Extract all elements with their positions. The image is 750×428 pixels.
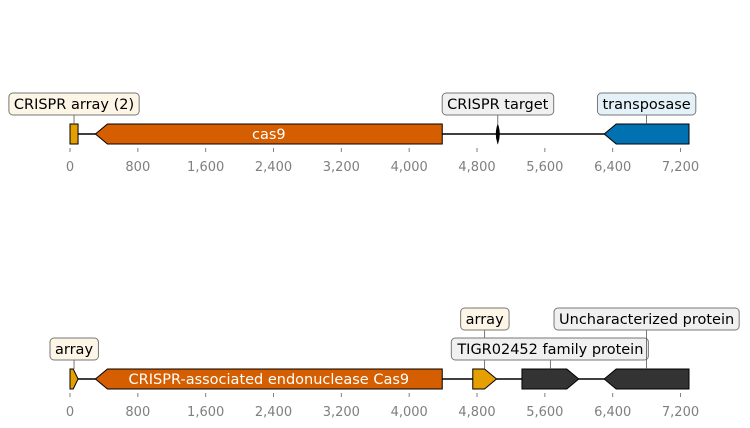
feature-label-box-transposase [596, 92, 697, 116]
axis-tick-label: 0 [66, 405, 74, 420]
feature-crispr-target [495, 123, 500, 145]
axis-tick-label: 5,600 [526, 405, 563, 420]
feature-cas9 [94, 123, 443, 145]
axis-tick-label: 5,600 [526, 160, 563, 175]
feature-label-box-uncharacterized [553, 307, 740, 331]
genome-track-1: 0 800 1,600 2,400 3,200 4,000 4,800 5,600 6,400 7… [8, 92, 699, 175]
axis-tick-label: 4,800 [458, 160, 495, 175]
feature-crispr-array [69, 123, 79, 145]
feature-label-crispr-array: CRISPR array (2) [14, 97, 134, 113]
genome-track-2: 0 800 1,600 2,400 3,200 4,000 4,800 5,600 6,400 7… [49, 307, 740, 420]
feature-cas9-endonuclease [94, 368, 443, 390]
axis-tick-label: 1,600 [187, 405, 224, 420]
feature-label-box-tigr02452 [450, 337, 649, 361]
feature-label-tigr02452: TIGR02452 family protein [456, 342, 643, 358]
axis-tick-label: 6,400 [594, 405, 631, 420]
axis-tick-label: 2,400 [255, 405, 292, 420]
feature-array [69, 368, 79, 390]
feature-label-transposase: transposase [602, 97, 690, 113]
feature-transposase [603, 123, 690, 145]
axis-tick-label: 800 [125, 405, 150, 420]
axis-tick-label: 3,200 [323, 405, 360, 420]
axis-tick-label: 2,400 [255, 160, 292, 175]
axis-tick-label: 7,200 [662, 160, 699, 175]
feature-tigr02452 [521, 368, 580, 390]
feature-label-array: array [55, 342, 93, 358]
feature-label-cas9: cas9 [252, 127, 286, 143]
feature-label-box-crispr-target [441, 92, 555, 116]
feature-label-crispr-target: CRISPR target [447, 97, 549, 113]
feature-uncharacterized [603, 368, 690, 390]
feature-label-uncharacterized: Uncharacterized protein [559, 312, 734, 328]
feature-label-box-array [49, 337, 99, 361]
axis-tick-label: 7,200 [662, 405, 699, 420]
feature-array-2 [472, 368, 498, 390]
axis-tick-label: 4,800 [458, 405, 495, 420]
feature-label-box-crispr-array [8, 92, 140, 116]
axis-tick-label: 4,000 [391, 160, 428, 175]
axis-tick-label: 0 [66, 160, 74, 175]
axis-tick-label: 3,200 [323, 160, 360, 175]
axis-tick-label: 4,000 [391, 405, 428, 420]
feature-label-box-array-2 [460, 307, 510, 331]
feature-label-array-2: array [466, 312, 504, 328]
feature-label-cas9-endonuclease: CRISPR-associated endonuclease Cas9 [129, 372, 410, 388]
axis-tick-label: 800 [125, 160, 150, 175]
axis-tick-label: 1,600 [187, 160, 224, 175]
axis-tick-label: 6,400 [594, 160, 631, 175]
